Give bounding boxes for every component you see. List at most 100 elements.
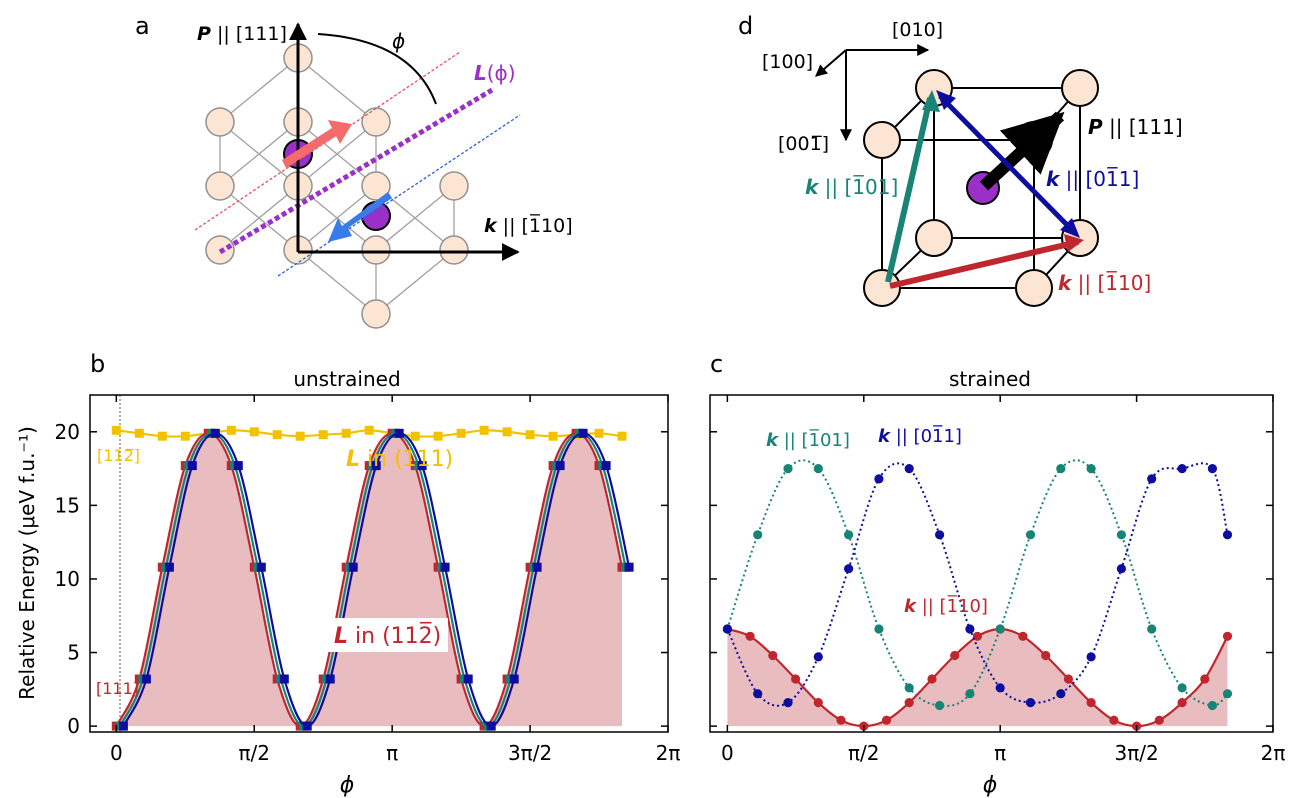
data-point: [874, 624, 884, 634]
data-point: [904, 683, 914, 693]
data-point: [157, 431, 167, 441]
data-point: [325, 674, 335, 684]
data-point: [995, 624, 1005, 634]
navy-series-annotation: k || [01̅1]: [878, 425, 962, 447]
k-axis-label: k || [1̅10]: [484, 213, 573, 237]
data-point: [233, 461, 243, 471]
data-point: [753, 530, 763, 540]
data-point: [1147, 624, 1157, 634]
axis-100-label: [100]: [762, 51, 813, 73]
data-point: [1041, 650, 1051, 661]
data-point: [364, 425, 374, 435]
data-point: [502, 427, 512, 437]
lower-plane-line: [277, 114, 521, 277]
data-point: [1056, 689, 1066, 699]
data-point: [965, 624, 975, 634]
data-point: [295, 431, 305, 441]
left-bottom-annotation: [111]: [96, 679, 139, 698]
y-tick-label: 15: [55, 493, 80, 517]
data-point: [249, 427, 259, 437]
data-point: [904, 464, 914, 474]
data-point: [1025, 530, 1036, 540]
data-point: [1222, 530, 1233, 540]
data-point: [745, 631, 755, 641]
data-point: [768, 650, 778, 661]
lattice-bonds: [219, 57, 455, 315]
data-point: [555, 461, 565, 471]
x-tick-label: 0: [721, 741, 734, 765]
data-point: [433, 431, 443, 441]
data-point: [927, 674, 937, 684]
data-point: [1207, 700, 1217, 711]
data-point: [1177, 683, 1187, 693]
data-point: [844, 530, 854, 540]
area-fill: [727, 629, 1228, 727]
data-point: [791, 674, 801, 684]
left-top-annotation: [112̅]: [97, 446, 140, 465]
red-spin-arrow: [282, 120, 352, 168]
data-point: [164, 562, 174, 572]
x-tick-label: π: [386, 741, 398, 765]
data-point: [1222, 689, 1233, 699]
data-point: [417, 461, 427, 471]
x-tick-label: 3π/2: [1114, 741, 1158, 765]
series-line-1: [726, 459, 1229, 707]
chart-b-xlabel: ϕ: [340, 773, 355, 798]
y-tick-label: 5: [67, 641, 80, 665]
p-vector-label: P || [111]: [1088, 115, 1183, 139]
blue-spin-arrow: [328, 192, 392, 242]
data-point: [226, 425, 236, 435]
phi-arc: [317, 33, 437, 105]
data-point: [210, 428, 220, 438]
axis-010-label: [010]: [892, 19, 943, 41]
data-point: [783, 698, 793, 708]
x-tick-label: π/2: [848, 741, 880, 765]
data-point: [348, 562, 358, 572]
data-point: [525, 430, 535, 440]
y-tick-label: 10: [55, 567, 80, 591]
p-axis-label: P || [111]: [197, 23, 287, 45]
data-point: [965, 689, 975, 699]
data-point: [509, 674, 519, 684]
data-point: [318, 430, 328, 440]
data-point: [486, 721, 496, 731]
upper-plane-line: [194, 51, 461, 231]
x-tick-label: π/2: [238, 741, 270, 765]
data-point: [753, 689, 763, 699]
data-point: [813, 464, 823, 474]
data-point: [950, 650, 960, 661]
x-tick-label: 2π: [656, 741, 681, 765]
red-series-annotation: k || [1̅10]: [904, 595, 988, 617]
data-point: [1063, 674, 1073, 684]
x-tick-label: 3π/2: [508, 741, 552, 765]
teal-series-annotation: k || [1̅01]: [766, 429, 850, 451]
data-point: [1147, 474, 1157, 484]
panel-b: b unstrained 0 π/2 π 3π/2 2π 0 5 10 15 20 ϕ Relat…: [15, 350, 680, 798]
data-point: [844, 564, 854, 574]
data-point: [410, 431, 420, 441]
k-101-label: k || [1̅01]: [805, 174, 898, 199]
data-point: [341, 428, 351, 438]
chart-c-title: strained: [949, 367, 1031, 391]
data-point: [1207, 464, 1217, 474]
data-point: [456, 428, 466, 438]
chart-b-title: unstrained: [293, 367, 400, 391]
data-point: [1200, 674, 1210, 684]
data-point: [180, 431, 190, 441]
data-point: [394, 428, 404, 438]
data-point: [1109, 715, 1119, 725]
data-point: [1177, 464, 1187, 474]
data-point: [722, 624, 733, 634]
data-point: [532, 562, 542, 572]
data-point: [1025, 698, 1036, 708]
k-011-arrow: [938, 94, 1076, 234]
l-phi-line: [218, 87, 494, 255]
data-point: [479, 425, 489, 435]
k-110-arrowhead: [1064, 234, 1084, 252]
data-point: [1154, 715, 1164, 725]
k-011-label: k || [01̅1]: [1046, 166, 1139, 191]
panel-d: d [010] [100] [001̅]: [738, 12, 1183, 307]
data-point: [836, 715, 846, 725]
l-phi-label: L(ϕ): [474, 61, 516, 85]
